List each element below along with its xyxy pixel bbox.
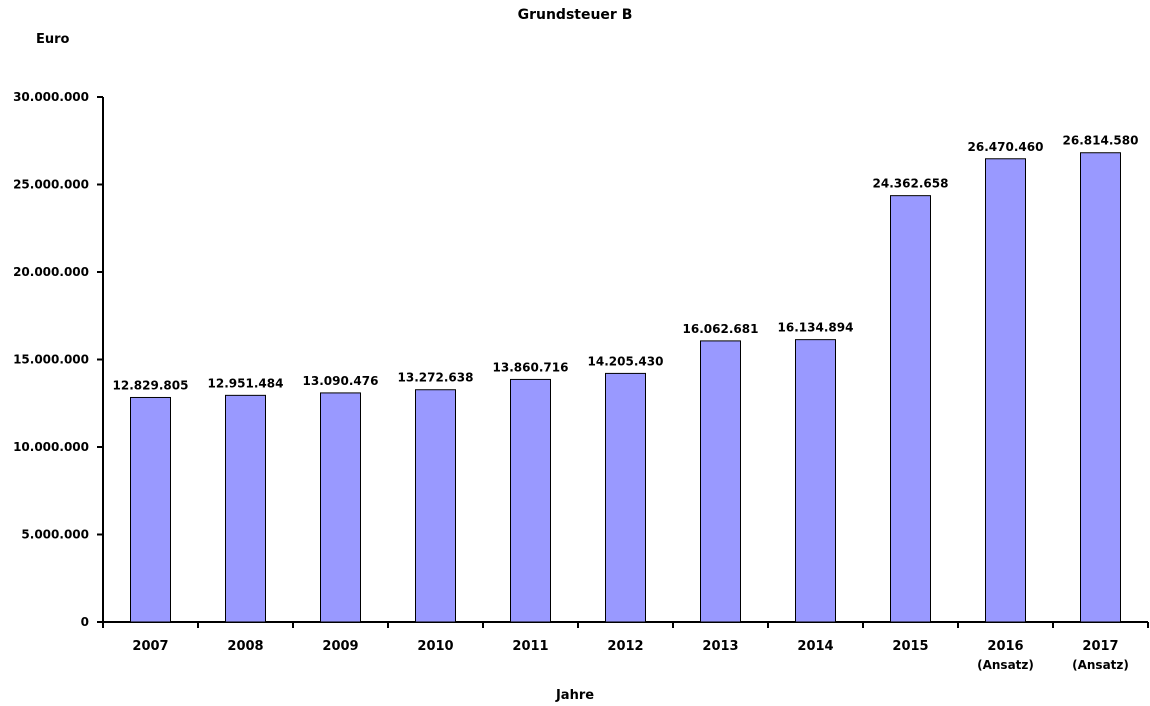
x-tick-label: 2009	[322, 639, 358, 654]
x-tick-label: 2007	[132, 639, 168, 654]
x-tick-label: 2012	[607, 639, 643, 654]
bar	[510, 378, 551, 623]
y-tick-label: 15.000.000	[13, 353, 89, 367]
x-tick-label: 2015	[892, 639, 928, 654]
x-tick-sublabel: (Ansatz)	[977, 658, 1034, 672]
x-tick-label: 2016	[987, 639, 1023, 654]
bar-value-label: 12.951.484	[208, 376, 284, 390]
x-tick-label: 2017	[1082, 639, 1118, 654]
y-tick-label: 30.000.000	[13, 90, 89, 104]
bar	[415, 389, 456, 623]
bar-value-label: 14.205.430	[588, 354, 664, 368]
bar-value-label: 26.470.460	[968, 140, 1044, 154]
y-axis-unit-label: Euro	[36, 32, 70, 47]
bar-value-label: 16.134.894	[778, 321, 854, 335]
x-tick-label: 2008	[227, 639, 263, 654]
bar	[320, 392, 361, 623]
bar-value-label: 26.814.580	[1063, 134, 1139, 148]
y-tick-label: 20.000.000	[13, 265, 89, 279]
y-tick-label: 5.000.000	[21, 528, 89, 542]
x-tick-label: 2014	[797, 639, 833, 654]
bar	[795, 339, 836, 623]
bar	[700, 340, 741, 623]
x-tick-label: 2011	[512, 639, 548, 654]
bar	[130, 396, 171, 623]
bar	[890, 195, 931, 623]
x-tick-label: 2013	[702, 639, 738, 654]
y-tick-label: 0	[81, 615, 89, 629]
bar-value-label: 24.362.658	[873, 177, 949, 191]
bar-value-label: 13.272.638	[398, 371, 474, 385]
x-tick-sublabel: (Ansatz)	[1072, 658, 1129, 672]
chart-title: Grundsteuer B	[517, 7, 633, 23]
bar	[1080, 152, 1121, 623]
bar-value-label: 13.090.476	[303, 374, 379, 388]
bar	[605, 372, 646, 623]
y-tick-label: 10.000.000	[13, 440, 89, 454]
bar-value-label: 16.062.681	[683, 322, 759, 336]
bar	[225, 394, 266, 623]
bar-value-label: 13.860.716	[493, 360, 569, 374]
x-tick-label: 2010	[417, 639, 453, 654]
y-tick-label: 25.000.000	[13, 178, 89, 192]
bar	[985, 158, 1026, 623]
x-axis-title: Jahre	[555, 688, 595, 703]
bar-value-label: 12.829.805	[113, 378, 189, 392]
